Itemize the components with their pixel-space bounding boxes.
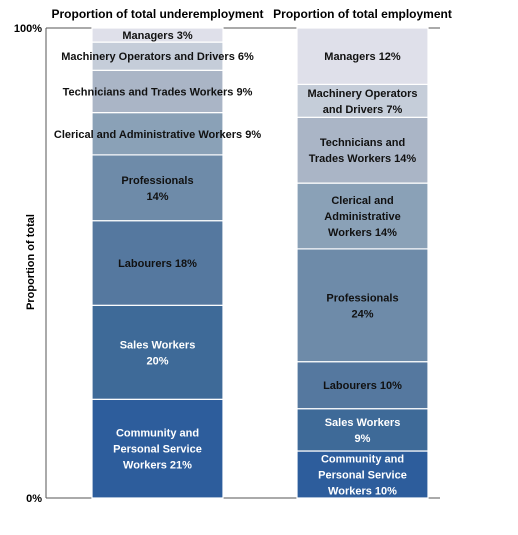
- bar-segment: [91, 220, 224, 306]
- bar-column-2: Proportion of total employment Community …: [273, 7, 452, 499]
- bar-segment: [296, 83, 429, 118]
- segment-label: Labourers 10%: [323, 380, 402, 392]
- segment-label: Clerical and Administrative Workers 14%: [324, 195, 400, 239]
- bar-segment: [91, 154, 224, 222]
- segment-label: Technicians and Trades Workers 14%: [309, 137, 417, 165]
- bar-column-1: Proportion of total underemployment Commu…: [52, 7, 264, 499]
- bar-segment: [91, 69, 224, 114]
- bar-segment: [91, 398, 224, 499]
- bar-segment: [296, 408, 429, 452]
- segment-label: Managers 3%: [122, 30, 193, 42]
- segment-label: Professionals 14%: [121, 175, 193, 203]
- segment-label: Community and Personal Service Workers 10%: [318, 454, 407, 498]
- bars-layer: Proportion of total underemployment Commu…: [52, 7, 452, 499]
- bar-segment: [91, 27, 224, 43]
- bar-segment: [296, 450, 429, 499]
- y-axis-title: Proportion of total: [25, 214, 37, 310]
- column-title: Proportion of total underemployment: [52, 7, 264, 21]
- segment-label: Sales Workers 20%: [120, 339, 196, 367]
- segment-label: Labourers 18%: [118, 258, 197, 270]
- segment-label: Managers 12%: [324, 51, 401, 63]
- segment-label: Professionals 24%: [326, 292, 398, 320]
- y-tick-label-0: 0%: [26, 493, 42, 505]
- bar-segment: [296, 116, 429, 184]
- column-title: Proportion of total employment: [273, 7, 452, 21]
- bar-segment: [296, 248, 429, 363]
- bar-segment: [91, 41, 224, 71]
- bar-segment: [296, 361, 429, 410]
- segment-label: Community and Personal Service Workers 21%: [113, 428, 202, 472]
- segment-label: Sales Workers 9%: [325, 417, 401, 445]
- segment-label: Technicians and Trades Workers 9%: [63, 86, 253, 98]
- segment-label: Machinery Operators and Drivers 6%: [61, 51, 254, 63]
- segment-label: Clerical and Administrative Workers 9%: [54, 129, 261, 141]
- segment-label: Machinery Operators and Drivers 7%: [307, 88, 417, 116]
- bar-segment: [91, 304, 224, 400]
- bar-segment: [296, 27, 429, 86]
- bar-segment: [91, 111, 224, 156]
- bar-segment: [296, 182, 429, 250]
- y-tick-label-100: 100%: [14, 23, 42, 35]
